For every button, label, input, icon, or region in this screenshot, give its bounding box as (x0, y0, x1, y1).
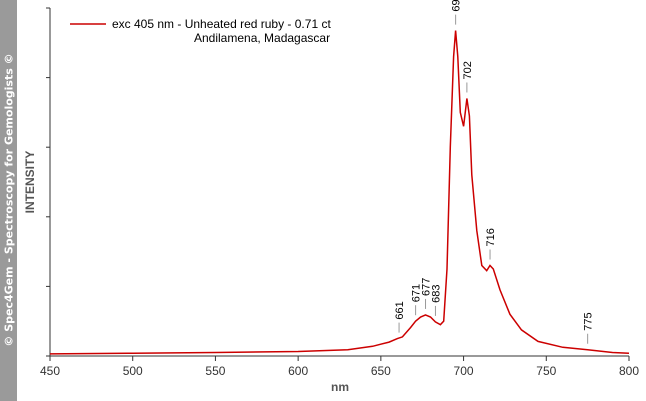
x-tick-label-650: 650 (371, 364, 391, 378)
x-ticks: 450 500 550 600 650 700 750 800 (40, 356, 639, 378)
x-tick-label-700: 700 (454, 364, 474, 378)
peak-label-702: 702 (462, 61, 474, 79)
peak-label-661: 661 (394, 301, 406, 319)
x-axis-title: nm (331, 380, 349, 394)
x-tick-label-750: 750 (536, 364, 556, 378)
legend-label-line1: exc 405 nm - Unheated red ruby - 0.71 ct (112, 17, 331, 31)
x-tick-label-600: 600 (288, 364, 308, 378)
peak-label-775: 775 (583, 312, 595, 330)
peak-label-671: 671 (411, 284, 423, 302)
y-axis-title: INTENSITY (23, 151, 37, 214)
peak-label-677: 677 (421, 278, 433, 296)
x-tick-label-450: 450 (40, 364, 60, 378)
x-tick-label-550: 550 (205, 364, 225, 378)
x-tick-label-800: 800 (619, 364, 639, 378)
peak-label-716: 716 (485, 228, 497, 246)
peak-label-683: 683 (430, 285, 442, 303)
spectrum-series-line (49, 30, 630, 355)
legend: exc 405 nm - Unheated red ruby - 0.71 ct… (70, 17, 331, 45)
peak-label-695.2: 695.2 (451, 0, 463, 12)
y-ticks (46, 7, 50, 357)
watermark-band: © Spec4Gem - Spectroscopy for Gemologist… (0, 0, 17, 401)
x-tick-label-500: 500 (123, 364, 143, 378)
legend-label-line2: Andilamena, Madagascar (194, 31, 330, 45)
